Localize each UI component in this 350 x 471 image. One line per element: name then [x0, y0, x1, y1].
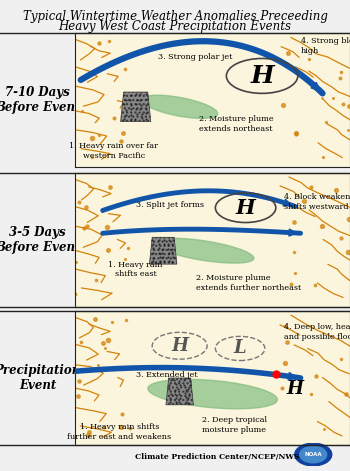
Text: 4. Block weakens and
shifts westward: 4. Block weakens and shifts westward — [284, 194, 350, 211]
Text: 2. Deep tropical
moisture plume: 2. Deep tropical moisture plume — [202, 416, 267, 434]
Text: 1. Heavy rain
shifts east: 1. Heavy rain shifts east — [108, 260, 163, 278]
Text: 4. Strong blocking
high: 4. Strong blocking high — [301, 38, 350, 55]
Text: 7-10 Days
Before Event: 7-10 Days Before Event — [0, 86, 80, 114]
Text: L: L — [234, 340, 246, 357]
Text: H: H — [171, 337, 188, 355]
Text: 3. Extended jet: 3. Extended jet — [136, 371, 197, 379]
Text: 1. Heavy rain shifts
further east and weakens: 1. Heavy rain shifts further east and we… — [67, 423, 171, 440]
Text: H: H — [250, 64, 274, 88]
Ellipse shape — [155, 238, 254, 263]
Polygon shape — [149, 237, 177, 264]
Circle shape — [295, 443, 332, 466]
Text: Climate Prediction Center/NCEP/NWS: Climate Prediction Center/NCEP/NWS — [135, 453, 299, 461]
Ellipse shape — [141, 95, 218, 118]
Text: NOAA: NOAA — [304, 452, 322, 457]
Circle shape — [300, 447, 327, 463]
Text: H: H — [287, 380, 303, 398]
Text: 2. Moisture plume
extends northeast: 2. Moisture plume extends northeast — [199, 115, 273, 133]
Text: 4. Deep low, heavy rain
and possible flooding: 4. Deep low, heavy rain and possible flo… — [284, 324, 350, 341]
Text: Heavy West Coast Precipitation Events: Heavy West Coast Precipitation Events — [58, 20, 292, 33]
Text: 2. Moisture plume
extends further northeast: 2. Moisture plume extends further northe… — [196, 274, 301, 292]
Text: 1. Heavy rain over far
western Pacific: 1. Heavy rain over far western Pacific — [69, 142, 158, 160]
Text: 3. Split jet forms: 3. Split jet forms — [136, 201, 204, 209]
Text: 3-5 Days
Before Event: 3-5 Days Before Event — [0, 226, 80, 254]
Text: H: H — [236, 198, 256, 218]
Text: Precipitation
Event: Precipitation Event — [0, 364, 81, 392]
Text: Typical Wintertime Weather Anomalies Preceeding: Typical Wintertime Weather Anomalies Pre… — [22, 10, 328, 24]
Polygon shape — [166, 378, 194, 405]
Polygon shape — [121, 92, 151, 122]
Ellipse shape — [148, 379, 278, 409]
Text: 3. Strong polar jet: 3. Strong polar jet — [158, 53, 232, 61]
